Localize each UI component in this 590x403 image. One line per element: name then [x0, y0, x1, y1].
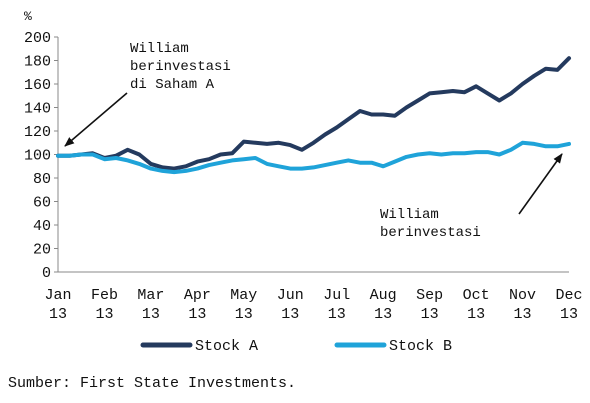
- x-tick-label-month: Feb: [91, 287, 118, 304]
- x-tick-label-year: 13: [560, 306, 578, 323]
- x-tick-label-month: Aug: [370, 287, 397, 304]
- x-tick-label-month: May: [230, 287, 257, 304]
- annotation-a-line-3: di Saham A: [130, 77, 215, 93]
- y-tick-label: 200: [24, 30, 51, 47]
- x-tick-label-year: 13: [514, 306, 532, 323]
- y-tick-label: 120: [24, 124, 51, 141]
- x-tick-label-year: 13: [467, 306, 485, 323]
- x-tick-label-month: Dec: [555, 287, 582, 304]
- annotation-stock-a: William berinvestasi di Saham A: [64, 41, 231, 147]
- x-tick-label-month: Apr: [184, 287, 211, 304]
- annotation-a-arrow: [64, 92, 128, 147]
- x-tick-label-year: 13: [281, 306, 299, 323]
- y-tick-label: 0: [42, 265, 51, 282]
- y-tick-label: 80: [33, 171, 51, 188]
- x-tick-label-year: 13: [49, 306, 67, 323]
- x-tick-label-year: 13: [235, 306, 253, 323]
- annotation-b-line-2: berinvestasi: [380, 225, 481, 241]
- x-tick-label-month: Jun: [277, 287, 304, 304]
- y-tick-label: 100: [24, 148, 51, 165]
- unit-label: %: [24, 9, 32, 24]
- y-axis-ticks: 0 20 40 60 80 100 120 140 160 180 200: [24, 30, 58, 282]
- legend-label-stock-a: Stock A: [195, 338, 258, 355]
- x-tick-label-year: 13: [374, 306, 392, 323]
- x-tick-label-year: 13: [188, 306, 206, 323]
- x-tick-label-month: Oct: [463, 287, 490, 304]
- x-tick-label-month: Jul: [323, 287, 350, 304]
- series-line-stock-a: [56, 56, 571, 171]
- y-tick-label: 180: [24, 54, 51, 71]
- y-tick-label: 140: [24, 101, 51, 118]
- x-tick-label-month: Sep: [416, 287, 443, 304]
- x-tick-label-year: 13: [328, 306, 346, 323]
- x-axis-ticks: Jan 13 Feb 13 Mar 13 Apr 13 May 13 Jun 13 Jul 13 Aug 13…: [44, 287, 582, 323]
- annotation-b-arrow: [518, 153, 563, 215]
- annotation-a-line-2: berinvestasi: [130, 59, 231, 75]
- y-tick-label: 60: [33, 195, 51, 212]
- series-lines: [56, 56, 571, 175]
- x-tick-label-year: 13: [142, 306, 160, 323]
- x-tick-label-month: Jan: [44, 287, 71, 304]
- legend-label-stock-b: Stock B: [389, 338, 452, 355]
- y-tick-label: 20: [33, 242, 51, 259]
- x-tick-label-year: 13: [95, 306, 113, 323]
- x-tick-label-month: Nov: [509, 287, 536, 304]
- annotation-b-line-1: William: [380, 207, 439, 223]
- x-tick-label-year: 13: [421, 306, 439, 323]
- y-tick-label: 160: [24, 77, 51, 94]
- legend: Stock A Stock B: [140, 338, 452, 355]
- y-tick-label: 40: [33, 218, 51, 235]
- annotation-stock-b: William berinvestasi: [380, 153, 563, 241]
- annotation-a-line-1: William: [130, 41, 189, 57]
- x-tick-label-month: Mar: [137, 287, 164, 304]
- source-note: Sumber: First State Investments.: [8, 375, 297, 392]
- series-line-stock-b: [56, 140, 571, 175]
